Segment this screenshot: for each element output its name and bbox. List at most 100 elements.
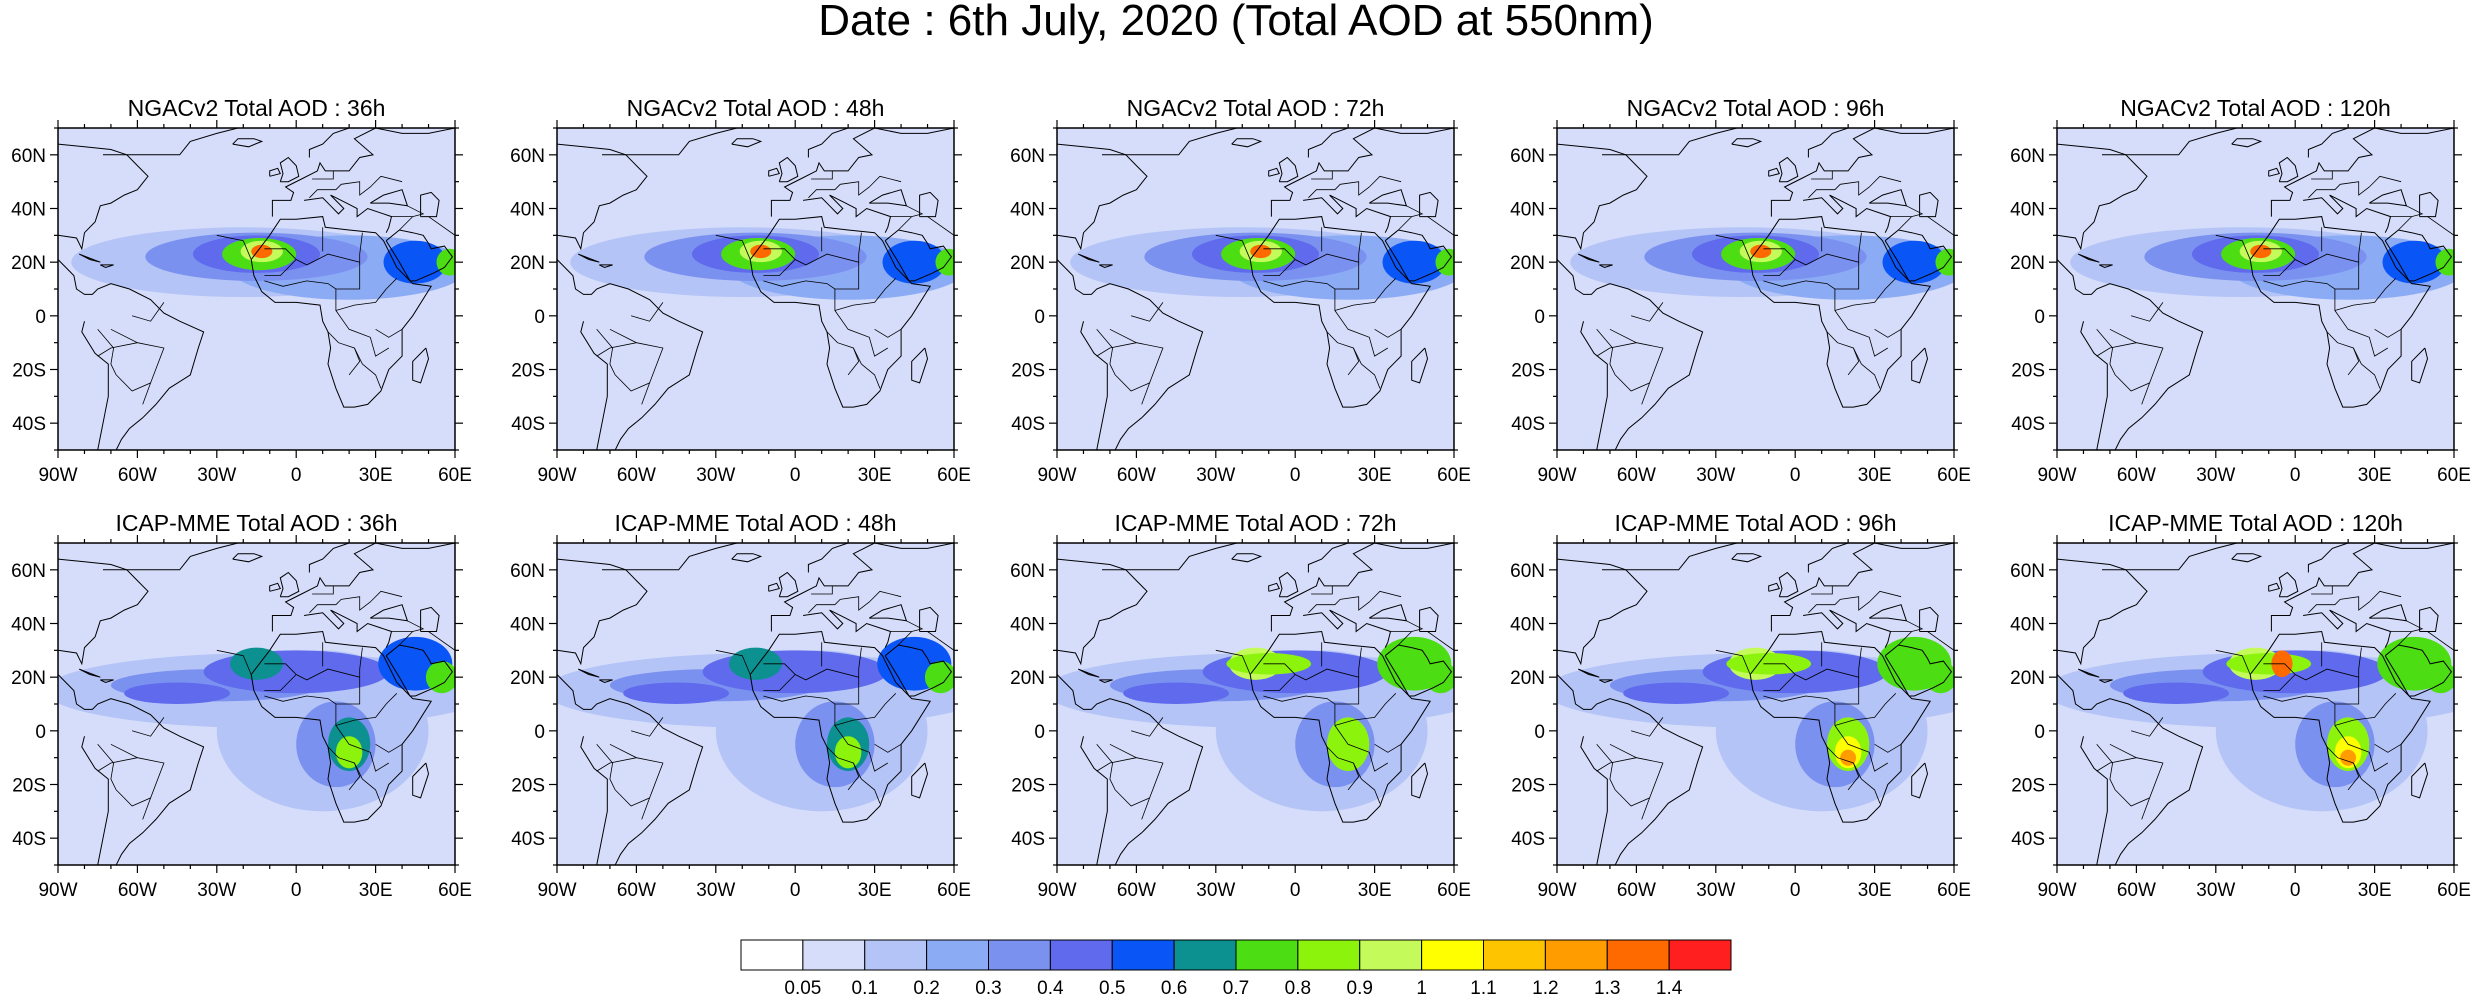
aod-contour (2176, 543, 2454, 632)
country-border (335, 693, 398, 727)
country-border (1609, 743, 1664, 807)
x-tick-label: 60E (937, 465, 971, 486)
country-border (834, 725, 889, 772)
country-border (2311, 585, 2333, 595)
x-tick-label: 90W (2037, 880, 2076, 901)
country-border (327, 746, 363, 780)
coastline (232, 553, 264, 563)
country-border (1641, 382, 1650, 405)
country-border (264, 248, 361, 290)
country-border (834, 310, 889, 357)
x-tick-label: 90W (1037, 465, 1076, 486)
coastline (1778, 156, 1799, 183)
country-border (596, 342, 637, 357)
y-tick-label: 40S (12, 829, 46, 850)
coastline (1577, 253, 1600, 263)
country-border (1834, 725, 1889, 772)
country-border (1334, 693, 1397, 727)
country-border (1334, 310, 1389, 357)
country-border (858, 647, 862, 678)
coastline (602, 543, 738, 571)
coastline (250, 216, 433, 408)
coastline (412, 347, 430, 384)
coastline (2249, 216, 2432, 408)
x-tick-label: 60E (2437, 880, 2471, 901)
y-tick-label: 40S (1011, 414, 1045, 435)
country-border (1109, 743, 1164, 807)
y-tick-label: 40S (2011, 414, 2045, 435)
panel-title: NGACv2 Total AOD : 120h (2120, 95, 2391, 121)
coastline (81, 321, 109, 450)
x-tick-label: 90W (38, 880, 77, 901)
aod-contour (557, 800, 875, 865)
country-border (2263, 259, 2296, 277)
country-border (428, 216, 455, 249)
coastline (1307, 128, 1375, 158)
coastline (580, 321, 608, 450)
coastline (1884, 644, 1953, 697)
country-border (1596, 342, 1637, 357)
x-tick-label: 30E (858, 465, 892, 486)
coastline (778, 571, 799, 598)
y-tick-label: 60N (11, 146, 46, 167)
country-border (1096, 757, 1137, 772)
coastline (2077, 668, 2100, 678)
country-border (1215, 649, 1251, 675)
coastline (78, 253, 101, 263)
country-border (312, 585, 334, 595)
x-tick-label: 30W (1196, 465, 1235, 486)
coastline (884, 229, 953, 282)
y-tick-label: 20N (1510, 668, 1545, 689)
coastline (1580, 736, 1608, 865)
colorbar-label: 1 (1416, 978, 1427, 995)
coastline (1599, 264, 1613, 269)
coastline (279, 571, 300, 598)
country-border (641, 382, 650, 405)
y-tick-label: 60N (2010, 146, 2045, 167)
y-tick-label: 40N (510, 200, 545, 221)
y-tick-label: 40S (1511, 414, 1545, 435)
coastline (580, 736, 608, 865)
coastline (770, 128, 954, 217)
coastline (1099, 679, 1113, 684)
colorbar-box (1235, 939, 1299, 971)
coastline (2102, 128, 2238, 156)
coastline (1577, 668, 1600, 678)
coastline (100, 679, 114, 684)
country-border (97, 342, 138, 357)
y-tick-label: 60N (510, 561, 545, 582)
x-tick-label: 60W (617, 465, 656, 486)
country-border (1361, 363, 1381, 389)
coastline (1770, 128, 1954, 217)
aod-field (58, 543, 455, 865)
coastline (2268, 167, 2281, 177)
country-border (1096, 744, 1116, 791)
country-border (1826, 746, 1862, 780)
y-tick-label: 40N (1510, 615, 1545, 636)
colorbar-box (1173, 939, 1237, 971)
aod-contour (383, 240, 448, 284)
coastline (1102, 128, 1238, 156)
aod-field (1057, 128, 1454, 450)
country-border (327, 331, 363, 365)
map-panel: ICAP-MME Total AOD : 96h 90W 60W 30W 0 30E 60E… (1510, 510, 1971, 901)
y-tick-label: 40N (11, 615, 46, 636)
colorbar-label: 1.3 (1594, 978, 1620, 995)
country-border (399, 631, 413, 646)
x-tick-label: 60W (1617, 465, 1656, 486)
x-tick-label: 30W (2196, 465, 2235, 486)
country-border (1308, 590, 1402, 614)
panel-title: ICAP-MME Total AOD : 48h (614, 510, 896, 536)
panel-title: NGACv2 Total AOD : 72h (1127, 95, 1385, 121)
aod-contour (177, 543, 455, 632)
country-border (630, 302, 664, 322)
country-border (2096, 744, 2116, 791)
colorbar-label: 0.1 (852, 978, 878, 995)
coastline (1869, 604, 1908, 622)
coastline (2268, 582, 2281, 592)
country-border (309, 590, 403, 614)
country-border (1263, 259, 1296, 277)
country-border (2334, 693, 2397, 727)
country-border (1096, 329, 1116, 376)
coastline (1249, 630, 1432, 823)
